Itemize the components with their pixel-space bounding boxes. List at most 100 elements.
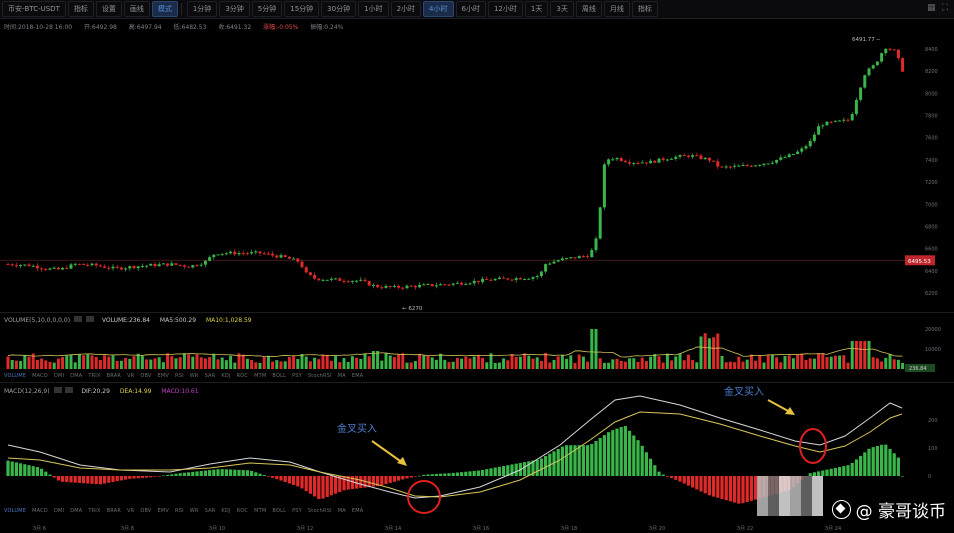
interval-tab[interactable]: 1小时 xyxy=(358,1,389,17)
interval-tab[interactable]: 2小时 xyxy=(390,1,422,17)
macd-histogram-bar xyxy=(19,463,23,476)
macd-histogram-bar xyxy=(607,432,611,476)
volume-bar xyxy=(174,358,178,369)
indicator-dropdown[interactable]: 指标 xyxy=(631,1,658,17)
indicator-tab[interactable]: MTM xyxy=(254,373,267,379)
indicator-tab[interactable]: MA xyxy=(337,373,346,379)
indicator-tab[interactable]: VOLUME xyxy=(4,373,27,379)
volume-bar xyxy=(321,354,325,369)
macd-histogram-bar xyxy=(195,471,199,476)
indicator-tab[interactable]: BOLL xyxy=(272,373,287,379)
macd-histogram-bar xyxy=(497,466,501,476)
interval-tab[interactable]: 周线 xyxy=(575,1,602,17)
candle-body xyxy=(607,159,611,165)
candle-body xyxy=(292,258,296,260)
indicator-tab[interactable]: StochRSI xyxy=(307,373,332,379)
indicator-tab[interactable]: MTM xyxy=(254,508,267,514)
volume-bar xyxy=(649,356,653,369)
indicator-tab[interactable]: BOLL xyxy=(272,508,287,514)
indicator-tab[interactable]: EMA xyxy=(351,508,364,514)
close-icon[interactable] xyxy=(85,316,94,322)
indicator-tab[interactable]: StochRSI xyxy=(307,508,332,514)
indicator-tab[interactable]: VR xyxy=(127,508,135,514)
interval-tab[interactable]: 1分钟 xyxy=(186,1,218,17)
macd-histogram-bar xyxy=(149,476,153,478)
volume-bar xyxy=(762,362,766,369)
indicator-tab[interactable]: BRAR xyxy=(106,508,122,514)
candle-body xyxy=(573,257,577,259)
indicator-tab[interactable]: RSI xyxy=(175,508,184,514)
indicator-tab[interactable]: MA xyxy=(337,508,346,514)
settings-button[interactable]: 设置 xyxy=(95,1,122,17)
indicator-tab[interactable]: DMA xyxy=(70,373,83,379)
candle-body xyxy=(191,265,195,268)
interval-tab[interactable]: 12小时 xyxy=(487,1,523,17)
indicator-tab[interactable]: DMI xyxy=(53,373,65,379)
mode-button[interactable]: 模式 xyxy=(151,1,178,17)
indicator-tab[interactable]: DMI xyxy=(53,508,65,514)
indicator-tab[interactable]: MACD xyxy=(32,373,48,379)
close-icon[interactable] xyxy=(65,387,74,393)
indicator-tab[interactable]: RSI xyxy=(175,373,184,379)
indicator-tab[interactable]: EMV xyxy=(157,508,170,514)
indicator-tab[interactable]: VOLUME xyxy=(4,508,27,514)
settings-icon[interactable] xyxy=(53,387,62,393)
candle-body xyxy=(682,155,686,157)
time-axis-label: 3月 24 xyxy=(825,526,841,532)
candle-body xyxy=(741,165,745,167)
indicator-tab[interactable]: TRIX xyxy=(88,508,101,514)
candle-body xyxy=(371,285,375,287)
indicator-tab[interactable]: ROC xyxy=(236,508,249,514)
macd-histogram-bar xyxy=(884,444,888,476)
indicator-tab[interactable]: WR xyxy=(189,508,199,514)
macd-histogram-bar xyxy=(212,469,216,476)
interval-tab[interactable]: 30分钟 xyxy=(321,1,357,17)
volume-bar xyxy=(821,353,825,369)
indicator-tab[interactable]: PSY xyxy=(292,508,302,514)
indicator-tab[interactable]: KDJ xyxy=(221,373,231,379)
candle-body xyxy=(376,285,380,288)
indicator-button[interactable]: 指标 xyxy=(67,1,94,17)
volume-bar xyxy=(136,353,140,369)
volume-bar xyxy=(766,355,770,369)
pair-selector[interactable]: 币安-BTC-USDT xyxy=(2,1,66,17)
indicator-tab[interactable]: SAR xyxy=(204,508,216,514)
interval-tab[interactable]: 4小时 xyxy=(423,1,454,17)
interval-tab[interactable]: 月线 xyxy=(603,1,630,17)
indicator-tab[interactable]: EMA xyxy=(351,373,364,379)
indicator-tab[interactable]: WR xyxy=(189,373,199,379)
interval-tab[interactable]: 6小时 xyxy=(455,1,486,17)
draw-button[interactable]: 画线 xyxy=(123,1,150,17)
interval-tab[interactable]: 1天 xyxy=(524,1,549,17)
indicator-tab[interactable]: DMA xyxy=(70,508,83,514)
macd-histogram-bar xyxy=(266,476,270,477)
indicator-tab[interactable]: PSY xyxy=(292,373,302,379)
interval-tab[interactable]: 5分钟 xyxy=(251,1,283,17)
candle-body xyxy=(762,163,766,165)
indicator-tab[interactable]: BRAR xyxy=(106,373,122,379)
candle-body xyxy=(14,265,18,267)
indicator-tab[interactable]: EMV xyxy=(157,373,170,379)
arrow-head-icon xyxy=(785,407,795,415)
settings-icon[interactable] xyxy=(74,316,82,322)
indicator-tab[interactable]: OBV xyxy=(140,508,152,514)
indicator-tab[interactable]: ROC xyxy=(236,373,249,379)
interval-tab[interactable]: 3分钟 xyxy=(219,1,250,17)
indicator-tab[interactable]: KDJ xyxy=(221,508,231,514)
indicator-tab[interactable]: SAR xyxy=(204,373,216,379)
candle-body xyxy=(733,165,737,167)
indicator-tab[interactable]: MACD xyxy=(32,508,48,514)
interval-tab[interactable]: 3天 xyxy=(550,1,574,17)
interval-tab[interactable]: 15分钟 xyxy=(284,1,320,17)
time-axis-label: 3月 6 xyxy=(33,526,46,532)
candle-body xyxy=(472,280,476,284)
indicator-tab[interactable]: OBV xyxy=(140,373,152,379)
macd-histogram-bar xyxy=(712,476,716,497)
fullscreen-icon[interactable]: ⛶ xyxy=(941,3,948,13)
grid-icon[interactable]: ▦ xyxy=(927,3,936,13)
interval-tabs: 1分钟 3分钟 5分钟 15分钟 30分钟 1小时 2小时 4小时 6小时 12小时 1天 3天 周线月… xyxy=(185,1,630,17)
indicator-tab[interactable]: TRIX xyxy=(88,373,101,379)
indicator-tab[interactable]: VR xyxy=(127,373,135,379)
candle-body xyxy=(23,264,27,266)
